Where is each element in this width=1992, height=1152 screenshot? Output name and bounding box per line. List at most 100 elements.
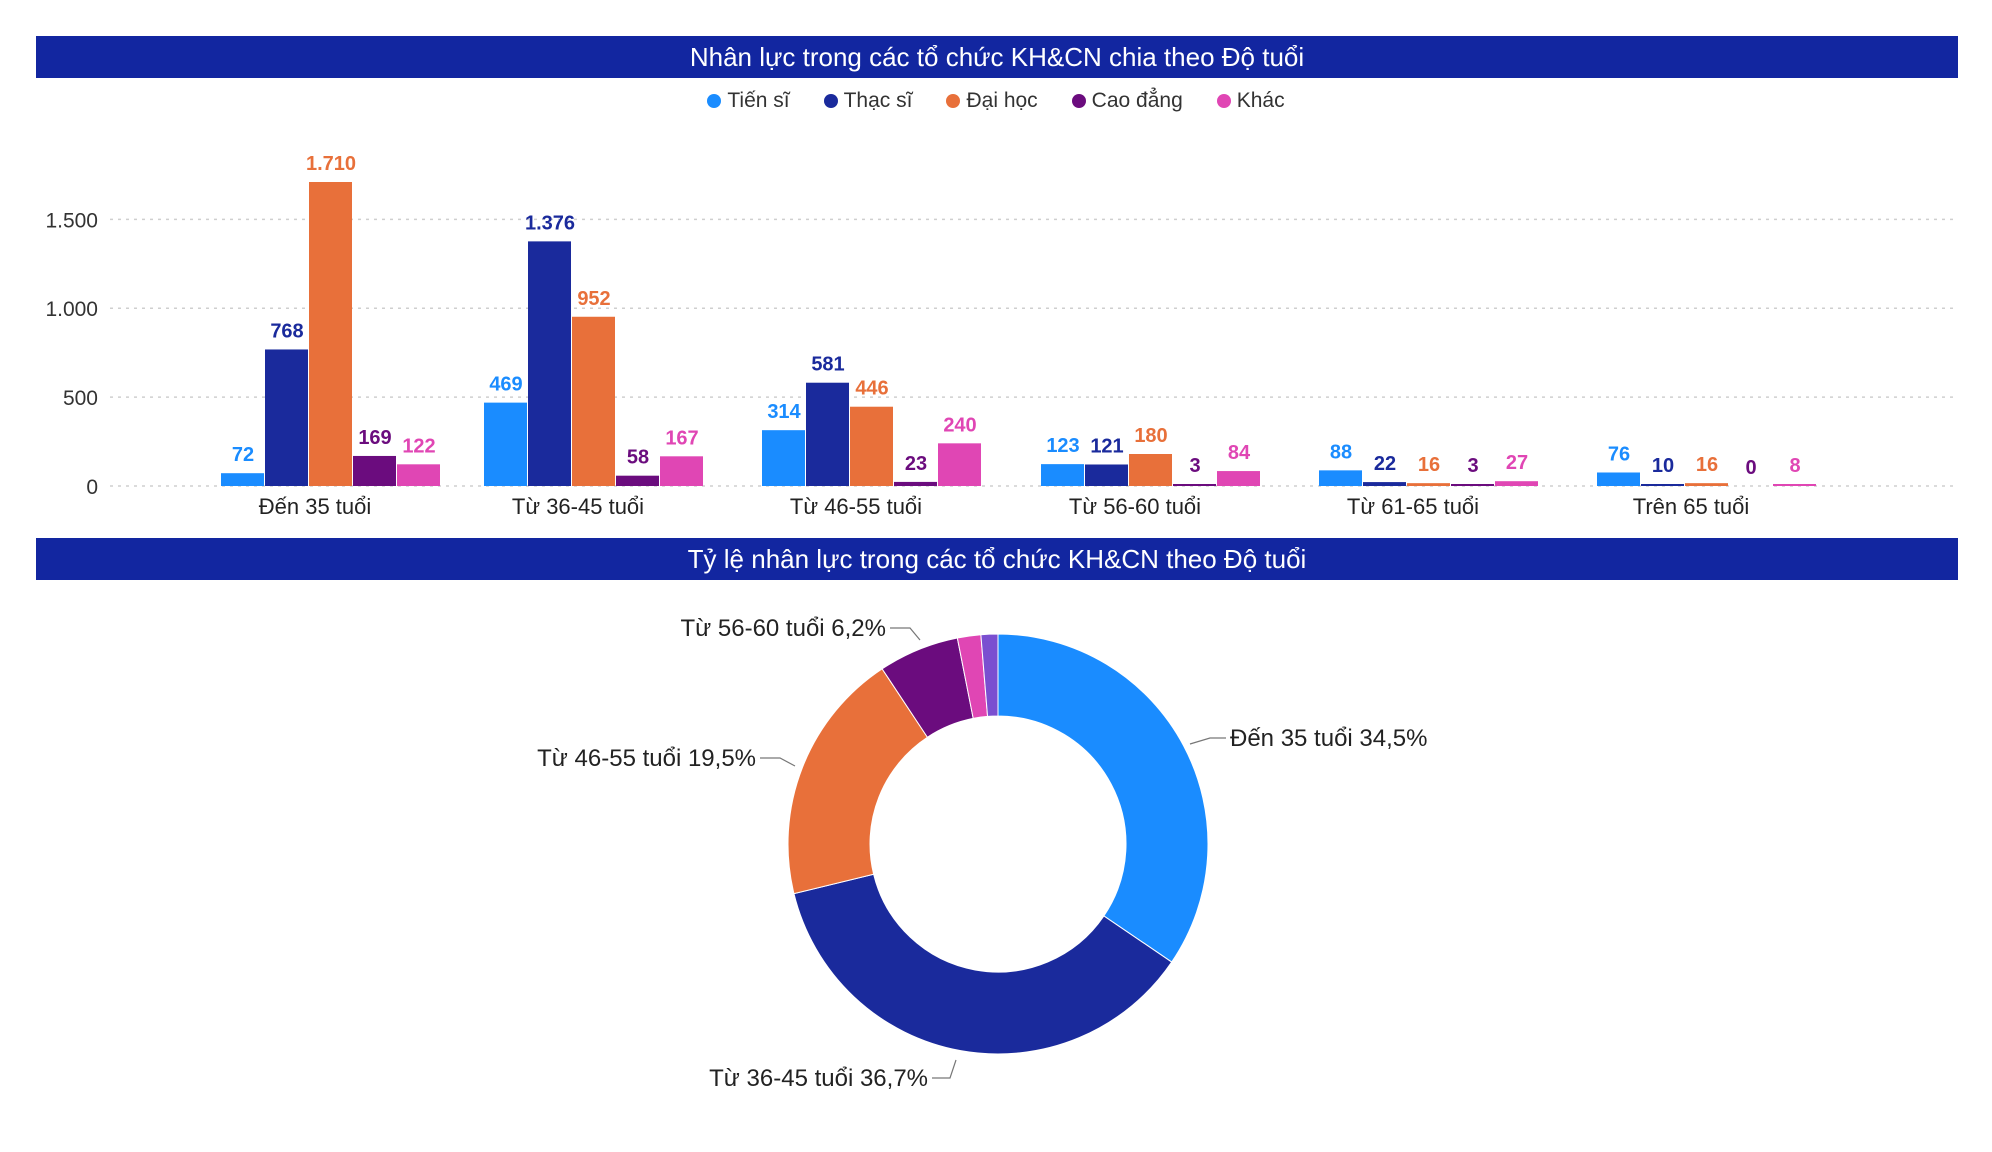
slice-leader-line (932, 1059, 957, 1079)
bar[interactable] (1597, 472, 1640, 486)
bar[interactable] (353, 455, 396, 486)
donut-slice[interactable] (881, 637, 974, 738)
bar[interactable] (1363, 482, 1406, 486)
bar[interactable] (894, 481, 937, 486)
bar-value-label: 314 (767, 401, 801, 423)
bar-value-label: 72 (232, 444, 254, 466)
y-tick-label: 1.500 (45, 209, 98, 232)
legend-marker (1216, 94, 1231, 108)
bar[interactable] (1495, 481, 1538, 486)
bar-value-label: 1.376 (525, 212, 575, 234)
slice-label: Từ 56-60 tuổi 6,2% (680, 615, 886, 642)
legend-item[interactable]: Cao đẳng (1071, 89, 1183, 113)
legend-label: Tiến sĩ (727, 89, 790, 112)
donut-slice[interactable] (793, 873, 1173, 1055)
bar-value-label: 180 (1134, 425, 1167, 447)
bar[interactable] (1407, 483, 1450, 486)
category-label: Từ 61-65 tuổi (1347, 494, 1479, 519)
bar[interactable] (762, 430, 805, 486)
bar[interactable] (1217, 471, 1260, 486)
bar[interactable] (660, 456, 703, 486)
legend-item[interactable]: Tiến sĩ (707, 89, 790, 113)
bar-value-label: 952 (577, 288, 610, 310)
y-tick-label: 0 (86, 476, 98, 499)
bar-value-label: 88 (1330, 441, 1352, 463)
bar[interactable] (397, 464, 440, 486)
bar[interactable] (1085, 464, 1128, 486)
slice-label: Từ 36-45 tuổi 36,7% (709, 1065, 928, 1092)
bar[interactable] (572, 316, 615, 486)
bar[interactable] (1685, 483, 1728, 486)
bar-value-label: 84 (1228, 442, 1251, 464)
legend-item[interactable]: Thạc sĩ (823, 89, 913, 113)
bar-value-label: 27 (1506, 452, 1528, 474)
slice-leader-line (760, 757, 796, 767)
bar-value-label: 0 (1745, 457, 1756, 479)
y-tick-label: 1.000 (45, 298, 98, 321)
legend-item[interactable]: Đại học (946, 89, 1038, 113)
bar[interactable] (1173, 484, 1216, 486)
bar-value-label: 581 (811, 354, 844, 376)
bar-chart-title: Nhân lực trong các tổ chức KH&CN chia th… (36, 36, 1958, 78)
legend-label: Thạc sĩ (843, 89, 913, 112)
bar[interactable] (938, 443, 981, 486)
category-label: Từ 56-60 tuổi (1069, 494, 1201, 519)
legend-marker (823, 94, 838, 108)
slice-leader-line (1189, 737, 1226, 745)
legend-item[interactable]: Khác (1216, 89, 1285, 113)
bar-value-label: 22 (1374, 453, 1396, 475)
y-tick-label: 500 (63, 387, 98, 410)
legend-label: Khác (1236, 89, 1285, 112)
bar-value-label: 76 (1608, 443, 1630, 465)
category-label: Từ 46-55 tuổi (790, 494, 922, 519)
bar-value-label: 446 (855, 378, 888, 400)
bar[interactable] (484, 402, 527, 486)
bar-chart-legend: Tiến sĩ Thạc sĩ Đại học Cao đẳng Khác (0, 84, 1992, 118)
bar[interactable] (528, 241, 571, 486)
bar-value-label: 16 (1418, 454, 1440, 476)
legend-marker (946, 94, 961, 108)
bar[interactable] (806, 382, 849, 486)
bar[interactable] (616, 475, 659, 486)
legend-label: Đại học (966, 89, 1038, 112)
bar[interactable] (309, 182, 352, 486)
bar-value-label: 10 (1652, 455, 1674, 477)
bar-value-label: 122 (402, 435, 435, 457)
legend-marker (1071, 94, 1086, 108)
bar-value-label: 8 (1789, 455, 1800, 477)
bar[interactable] (1041, 464, 1084, 486)
bar[interactable] (850, 406, 893, 486)
slice-label: Đến 35 tuổi 34,5% (1230, 725, 1427, 752)
donut-slice[interactable] (980, 633, 999, 717)
bar-value-label: 169 (358, 427, 391, 449)
bar-value-label: 1.710 (306, 153, 356, 175)
bar[interactable] (1451, 484, 1494, 486)
bar-value-label: 3 (1189, 455, 1200, 477)
legend-marker (707, 94, 722, 108)
bar-value-label: 469 (489, 374, 522, 396)
bar[interactable] (1129, 454, 1172, 486)
category-label: Trên 65 tuổi (1633, 494, 1750, 519)
donut-chart-title: Tỷ lệ nhân lực trong các tổ chức KH&CN t… (36, 538, 1958, 580)
bar[interactable] (1773, 484, 1816, 486)
bar-value-label: 23 (905, 453, 927, 475)
legend-label: Cao đẳng (1091, 89, 1183, 112)
slice-label: Từ 46-55 tuổi 19,5% (537, 745, 756, 772)
bar[interactable] (1319, 470, 1362, 486)
bar-value-label: 121 (1090, 435, 1123, 457)
bar-value-label: 240 (943, 414, 976, 436)
bar-value-label: 768 (270, 320, 303, 342)
donut-slice[interactable] (997, 633, 1209, 963)
category-label: Từ 36-45 tuổi (512, 494, 644, 519)
bar[interactable] (221, 473, 264, 486)
slice-leader-line (890, 627, 921, 641)
donut-slice[interactable] (956, 634, 989, 720)
bar-value-label: 167 (665, 427, 698, 449)
donut-slice[interactable] (787, 668, 929, 895)
category-label: Đến 35 tuổi (259, 494, 372, 519)
bar-value-label: 16 (1696, 454, 1718, 476)
bar[interactable] (1641, 484, 1684, 486)
bar-value-label: 3 (1467, 455, 1478, 477)
bar[interactable] (265, 349, 308, 486)
